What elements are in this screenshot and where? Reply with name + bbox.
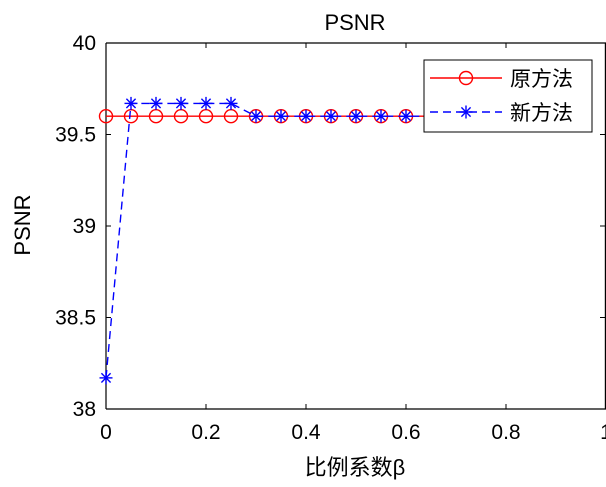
asterisk-marker <box>299 109 313 123</box>
asterisk-marker <box>174 96 188 110</box>
asterisk-marker <box>374 109 388 123</box>
asterisk-marker <box>99 371 113 385</box>
asterisk-stroke <box>375 111 387 122</box>
circle-marker <box>458 70 474 86</box>
x-tick-label: 0.8 <box>491 421 520 444</box>
asterisk-marker <box>324 109 338 123</box>
asterisk-stroke <box>250 111 262 122</box>
asterisk-marker <box>399 109 413 123</box>
y-axis-label: PSNR <box>10 194 35 255</box>
asterisk-stroke <box>275 111 287 122</box>
x-tick-label: 1 <box>600 421 606 444</box>
x-tick-label: 0.4 <box>291 421 321 444</box>
x-tick-label: 0.2 <box>191 421 220 444</box>
asterisk-marker <box>199 96 213 110</box>
asterisk-marker <box>274 109 288 123</box>
y-tick-label: 38.5 <box>55 307 96 330</box>
asterisk-marker <box>224 96 238 110</box>
asterisk-stroke <box>300 111 312 122</box>
asterisk-marker <box>459 105 473 119</box>
asterisk-stroke <box>350 111 362 122</box>
x-tick-label: 0 <box>100 421 112 444</box>
asterisk-stroke <box>100 372 112 383</box>
legend-label: 新方法 <box>510 102 573 125</box>
circle-marker <box>98 108 114 124</box>
x-axis-label: 比例系数β <box>305 455 406 480</box>
asterisk-stroke <box>325 111 337 122</box>
y-tick-label: 40 <box>73 32 96 55</box>
x-tick-label: 0.6 <box>391 421 420 444</box>
asterisk-marker <box>149 96 163 110</box>
asterisk-marker <box>249 109 263 123</box>
legend-box <box>423 59 593 133</box>
asterisk-marker <box>349 109 363 123</box>
asterisk-stroke <box>200 98 212 109</box>
chart-title: PSNR <box>324 10 385 35</box>
asterisk-stroke <box>175 98 187 109</box>
asterisk-stroke <box>460 106 472 118</box>
legend-label: 原方法 <box>510 68 573 91</box>
y-tick-label: 39.5 <box>55 124 96 147</box>
asterisk-stroke <box>150 98 162 109</box>
asterisk-stroke <box>225 98 237 109</box>
y-tick-label: 39 <box>73 215 96 238</box>
y-tick-label: 38 <box>73 398 96 421</box>
asterisk-stroke <box>125 98 137 109</box>
asterisk-marker <box>124 96 138 110</box>
asterisk-stroke <box>400 111 412 122</box>
